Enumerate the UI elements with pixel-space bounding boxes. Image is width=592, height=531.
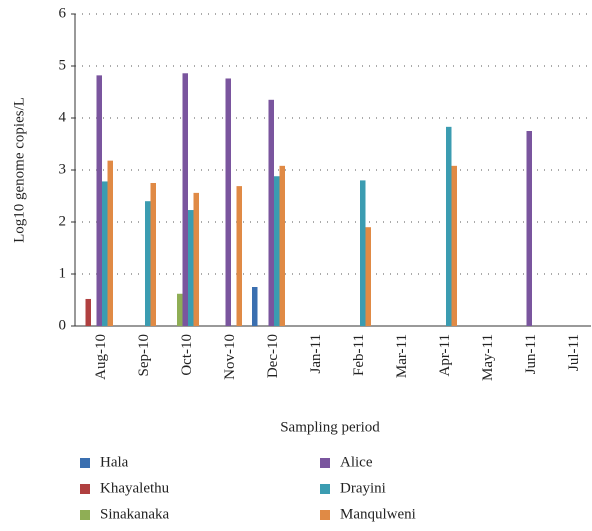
- y-tick-label: 1: [59, 265, 67, 281]
- x-tick-label: Feb-11: [351, 334, 367, 376]
- bar: [96, 75, 102, 326]
- bar: [107, 160, 113, 326]
- bar: [365, 227, 371, 326]
- y-tick-label: 5: [59, 57, 67, 73]
- y-tick-label: 6: [59, 5, 67, 21]
- bar: [446, 126, 452, 326]
- legend-swatch: [80, 458, 90, 468]
- bar: [279, 165, 285, 326]
- legend-label: Sinakanaka: [100, 506, 169, 522]
- x-axis-label: Sampling period: [280, 419, 380, 435]
- bar: [451, 165, 457, 326]
- legend-label: Alice: [340, 454, 373, 470]
- x-tick-label: Jun-11: [523, 334, 539, 374]
- bar: [225, 78, 231, 326]
- bar: [182, 73, 188, 326]
- legend-swatch: [320, 458, 330, 468]
- bar: [150, 183, 156, 326]
- bar: [360, 180, 366, 326]
- legend-label: Khayalethu: [100, 480, 170, 496]
- bar: [102, 181, 108, 326]
- x-tick-label: Jul-11: [566, 334, 582, 371]
- y-axis-label: Log10 genome copies/L: [11, 97, 27, 243]
- legend-label: Manqulweni: [340, 506, 416, 522]
- legend-swatch: [320, 510, 330, 520]
- y-tick-label: 2: [59, 213, 67, 229]
- x-tick-label: Aug-10: [93, 334, 109, 380]
- x-tick-label: Oct-10: [179, 334, 195, 376]
- x-tick-label: May-11: [480, 334, 496, 381]
- x-tick-label: Apr-11: [437, 334, 453, 376]
- legend-swatch: [80, 484, 90, 494]
- x-tick-label: Dec-10: [265, 334, 281, 378]
- x-tick-label: Sep-10: [136, 334, 152, 377]
- bar: [268, 99, 274, 326]
- legend-label: Hala: [100, 454, 129, 470]
- bar: [193, 192, 199, 326]
- x-tick-label: Mar-11: [394, 334, 410, 378]
- y-tick-label: 4: [59, 109, 67, 125]
- bar: [188, 210, 194, 326]
- bar: [526, 131, 532, 326]
- legend-swatch: [320, 484, 330, 494]
- bar: [236, 186, 242, 326]
- bar: [274, 176, 280, 326]
- legend-label: Drayini: [340, 480, 386, 496]
- bar: [252, 287, 258, 326]
- bar: [85, 298, 91, 326]
- y-tick-label: 0: [59, 317, 67, 333]
- bar: [177, 293, 183, 326]
- bar: [145, 201, 151, 326]
- y-tick-label: 3: [59, 161, 67, 177]
- x-tick-label: Nov-10: [222, 334, 238, 380]
- legend-swatch: [80, 510, 90, 520]
- x-tick-label: Jan-11: [308, 334, 324, 373]
